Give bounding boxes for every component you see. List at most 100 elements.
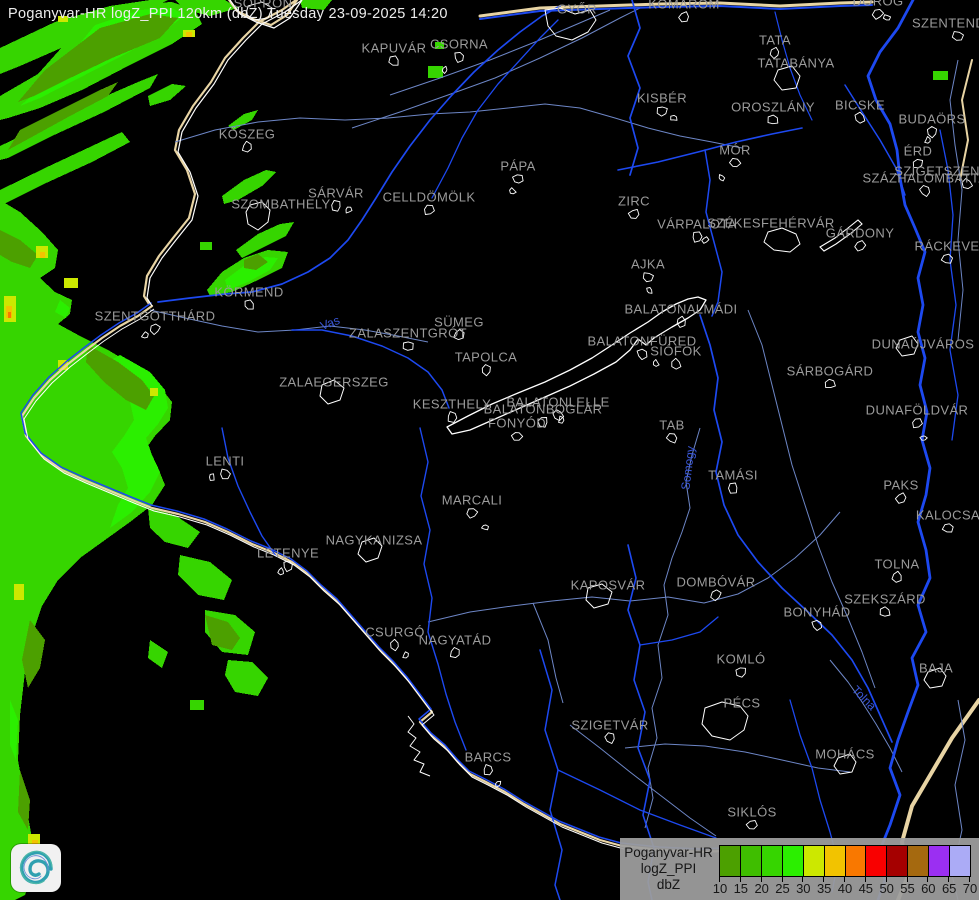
legend-color-scale: 10 15 20 25 30 35 40 45 50 55 60 65 70 [713,838,977,900]
town-outline [552,409,565,422]
village-outline [441,65,448,74]
village-outline [402,651,409,659]
city-label: PÉCS [723,695,761,711]
legend-tick-label: 70 [962,881,978,896]
city-label: KAPUVÁR [361,40,427,56]
town-outline [642,272,654,283]
city-label: TATA [759,32,791,48]
city-label: MOHÁCS [815,746,875,762]
village-outline [646,287,653,294]
city-label: SÜMEG [434,314,484,330]
village-outline [345,206,353,214]
town-outline [331,200,341,212]
village-outline [558,415,565,424]
legend-tick-label: 40 [837,881,853,896]
city-label: FONYÓD [487,415,547,431]
town-outline [912,158,924,169]
city-label: KOMLÓ [716,651,766,667]
legend-tick-label: 20 [754,881,769,896]
town-outline [220,468,231,480]
village-outline [882,14,892,21]
city-label: CELLDÖMÖLK [382,189,476,205]
village-outline [141,331,149,339]
village-outline [495,780,502,788]
city-label: ZALAEGERSZEG [279,374,389,390]
village-outline [718,174,726,182]
town-outline [671,357,682,370]
legend-tick-labels: 10 15 20 25 30 35 40 45 50 55 60 65 70 [713,881,977,897]
town-outline [745,820,758,830]
city-label: SÁRBOGÁRD [786,363,874,379]
town-outline [894,492,907,504]
town-outline [811,619,823,631]
city-label: MARCALI [441,492,503,508]
town-outline [481,364,491,377]
city-label: SZENTENDRE [911,15,979,31]
legend-station: Poganyvar-HR [624,845,713,860]
village-outline [481,524,489,531]
city-label: SIÓFOK [650,343,702,359]
legend-swatch [887,846,909,876]
city-outlines [245,1,947,775]
town-outline [149,323,161,336]
town-outline [466,508,479,519]
city-label: TAPOLCA [454,349,518,365]
town-outline [483,764,493,776]
town-outline [735,667,746,678]
city-label: KÖRMEND [214,284,284,300]
village-outline [277,567,284,576]
village-outline [701,236,710,244]
town-outline [692,231,703,243]
town-outline [283,560,293,573]
town-outline [769,46,780,59]
legend-swatch [908,846,930,876]
village-outline [919,435,928,441]
village-outline [209,473,215,481]
lake-velence-outline [819,219,863,252]
city-label: TATABÁNYA [757,55,835,71]
city-label: SZÉKESFEHÉRVÁR [707,215,835,231]
city-label: DUNAFÖLDVÁR [865,402,969,418]
legend-tick-label: 65 [941,881,957,896]
town-markers [141,8,973,830]
city-label: CSURGÓ [365,624,425,640]
town-outline [926,126,938,139]
town-outline [402,341,414,351]
legend-swatch [720,846,741,876]
city-label: OROSZLÁNY [731,99,815,115]
legend-swatch [845,846,867,876]
legend-swatch [740,846,762,876]
legend-swatch [803,846,825,876]
city-label: DOROG [852,0,904,9]
town-outline [676,315,686,328]
legend-product: logZ_PPI [640,861,697,876]
town-outline [454,51,464,63]
city-label: BAJA [918,660,954,676]
town-outline [665,433,678,444]
town-outline [453,329,465,341]
map-title: Poganyvar-HR logZ_PPI 120km (dbZ) Tuesda… [8,6,448,22]
city-label: VÁRPALOTA [657,216,737,232]
town-outline [636,348,648,361]
city-label: ÉRD [903,143,933,159]
city-label: BICSKE [834,97,886,113]
legend-swatches [719,845,971,877]
city-label: SOPRON [233,0,293,11]
town-outline [537,417,548,428]
town-outline [710,589,722,602]
city-label: MÓR [719,142,751,158]
legend-tick-label: 45 [858,881,874,896]
river-lines [20,0,959,900]
town-outline [512,174,524,184]
town-outline [656,106,668,117]
legend-tick-marks [719,876,971,882]
legend-swatch [929,846,951,876]
legend-swatch [866,846,888,876]
legend-tick-label: 25 [775,881,790,896]
city-label: ZALASZENTGRÓT [349,325,467,341]
legend-swatch [950,846,971,876]
legend-text: Poganyvar-HR logZ_PPI dbZ [620,838,717,900]
city-label: SZÁZHALOMBATTA [862,170,979,186]
village-outline [652,359,660,367]
